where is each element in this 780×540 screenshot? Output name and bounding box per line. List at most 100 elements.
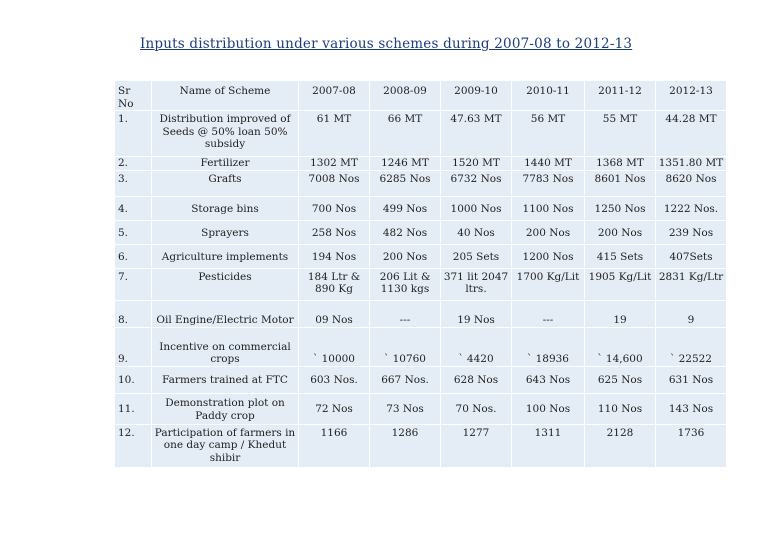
row-value: 66 MT <box>370 111 440 156</box>
table-row: 4. Storage bins 700 Nos 499 Nos 1000 Nos 1100… <box>115 196 726 220</box>
row-value: 143 Nos <box>656 393 726 424</box>
table-row: 10. Farmers trained at FTC 603 Nos. 667 Nos… <box>115 366 726 393</box>
row-value: --- <box>370 300 440 327</box>
row-value: 73 Nos <box>370 393 440 424</box>
row-value: 1200 Nos <box>512 244 584 268</box>
header-row: Sr No Name of Scheme 2007-08 2008-09 200… <box>115 81 726 110</box>
row-value: 200 Nos <box>512 220 584 244</box>
row-sr-no: 6. <box>115 244 151 268</box>
row-value: 1736 <box>656 424 726 467</box>
row-value: 1520 MT <box>441 157 511 170</box>
row-value: 643 Nos <box>512 366 584 393</box>
row-value: 7008 Nos <box>299 170 369 196</box>
row-value: 700 Nos <box>299 196 369 220</box>
row-value: 8620 Nos <box>656 170 726 196</box>
header-year: 2012-13 <box>656 81 726 110</box>
row-value: 1440 MT <box>512 157 584 170</box>
row-scheme-name: Fertilizer <box>152 157 298 170</box>
row-scheme-name: Distribution improved of Seeds @ 50% loa… <box>152 111 298 156</box>
row-value: 70 Nos. <box>441 393 511 424</box>
row-value: 61 MT <box>299 111 369 156</box>
row-value: 40 Nos <box>441 220 511 244</box>
header-year: 2010-11 <box>512 81 584 110</box>
table-row: 3. Grafts 7008 Nos 6285 Nos 6732 Nos 7783 Nos… <box>115 170 726 196</box>
row-value: 628 Nos <box>441 366 511 393</box>
row-value: 667 Nos. <box>370 366 440 393</box>
row-value: 371 lit 2047 ltrs. <box>441 268 511 300</box>
table-row: 2. Fertilizer 1302 MT 1246 MT 1520 MT 1440 MT… <box>115 157 726 170</box>
row-value: 110 Nos <box>585 393 655 424</box>
row-sr-no: 5. <box>115 220 151 244</box>
row-value: 1302 MT <box>299 157 369 170</box>
row-value: ` 22522 <box>656 327 726 366</box>
row-value: 194 Nos <box>299 244 369 268</box>
header-scheme-name: Name of Scheme <box>152 81 298 110</box>
row-value: 1222 Nos. <box>656 196 726 220</box>
row-scheme-name: Participation of farmers in one day camp… <box>152 424 298 467</box>
row-sr-no: 8. <box>115 300 151 327</box>
row-value: 2831 Kg/Ltr <box>656 268 726 300</box>
row-value: 19 Nos <box>441 300 511 327</box>
page-title: Inputs distribution under various scheme… <box>140 36 633 52</box>
row-value: 1166 <box>299 424 369 467</box>
row-sr-no: 3. <box>115 170 151 196</box>
row-value: 625 Nos <box>585 366 655 393</box>
row-value: ` 10000 <box>299 327 369 366</box>
table-row: 7. Pesticides 184 Ltr & 890 Kg 206 Lit & 11… <box>115 268 726 300</box>
row-value: 8601 Nos <box>585 170 655 196</box>
row-sr-no: 12. <box>115 424 151 467</box>
row-value: 184 Ltr & 890 Kg <box>299 268 369 300</box>
row-value: 19 <box>585 300 655 327</box>
row-value: 55 MT <box>585 111 655 156</box>
row-value: ` 4420 <box>441 327 511 366</box>
row-value: 1100 Nos <box>512 196 584 220</box>
table-row: 11. Demonstration plot on Paddy crop 72 No… <box>115 393 726 424</box>
table-row: 1. Distribution improved of Seeds @ 50% l… <box>115 111 726 156</box>
row-value: --- <box>512 300 584 327</box>
row-value: ` 10760 <box>370 327 440 366</box>
row-value: 415 Sets <box>585 244 655 268</box>
header-year: 2007-08 <box>299 81 369 110</box>
row-sr-no: 9. <box>115 327 151 366</box>
row-value: 1000 Nos <box>441 196 511 220</box>
row-sr-no: 4. <box>115 196 151 220</box>
row-value: 258 Nos <box>299 220 369 244</box>
row-sr-no: 2. <box>115 157 151 170</box>
row-scheme-name: Pesticides <box>152 268 298 300</box>
row-value: 499 Nos <box>370 196 440 220</box>
row-value: 1250 Nos <box>585 196 655 220</box>
table-row: 6. Agriculture implements 194 Nos 200 Nos 20… <box>115 244 726 268</box>
header-year: 2008-09 <box>370 81 440 110</box>
table-row: 8. Oil Engine/Electric Motor 09 Nos --- 19 N… <box>115 300 726 327</box>
table-row: 9. Incentive on commercial crops ` 10000 ` … <box>115 327 726 366</box>
header-year: 2011-12 <box>585 81 655 110</box>
row-value: 1311 <box>512 424 584 467</box>
row-scheme-name: Incentive on commercial crops <box>152 327 298 366</box>
row-scheme-name: Agriculture implements <box>152 244 298 268</box>
row-value: 1905 Kg/Lit <box>585 268 655 300</box>
row-value: 09 Nos <box>299 300 369 327</box>
row-scheme-name: Storage bins <box>152 196 298 220</box>
row-value: 482 Nos <box>370 220 440 244</box>
row-value: 6732 Nos <box>441 170 511 196</box>
row-value: 6285 Nos <box>370 170 440 196</box>
row-value: 1246 MT <box>370 157 440 170</box>
row-value: 1351.80 MT <box>656 157 726 170</box>
row-value: 56 MT <box>512 111 584 156</box>
row-value: 200 Nos <box>370 244 440 268</box>
row-scheme-name: Grafts <box>152 170 298 196</box>
row-value: 1286 <box>370 424 440 467</box>
row-scheme-name: Farmers trained at FTC <box>152 366 298 393</box>
row-scheme-name: Sprayers <box>152 220 298 244</box>
row-value: ` 14,600 <box>585 327 655 366</box>
row-sr-no: 7. <box>115 268 151 300</box>
row-value: 7783 Nos <box>512 170 584 196</box>
row-value: 239 Nos <box>656 220 726 244</box>
row-value: 631 Nos <box>656 366 726 393</box>
row-value: 407Sets <box>656 244 726 268</box>
row-value: 72 Nos <box>299 393 369 424</box>
row-sr-no: 10. <box>115 366 151 393</box>
row-sr-no: 11. <box>115 393 151 424</box>
row-value: 2128 <box>585 424 655 467</box>
row-value: 200 Nos <box>585 220 655 244</box>
